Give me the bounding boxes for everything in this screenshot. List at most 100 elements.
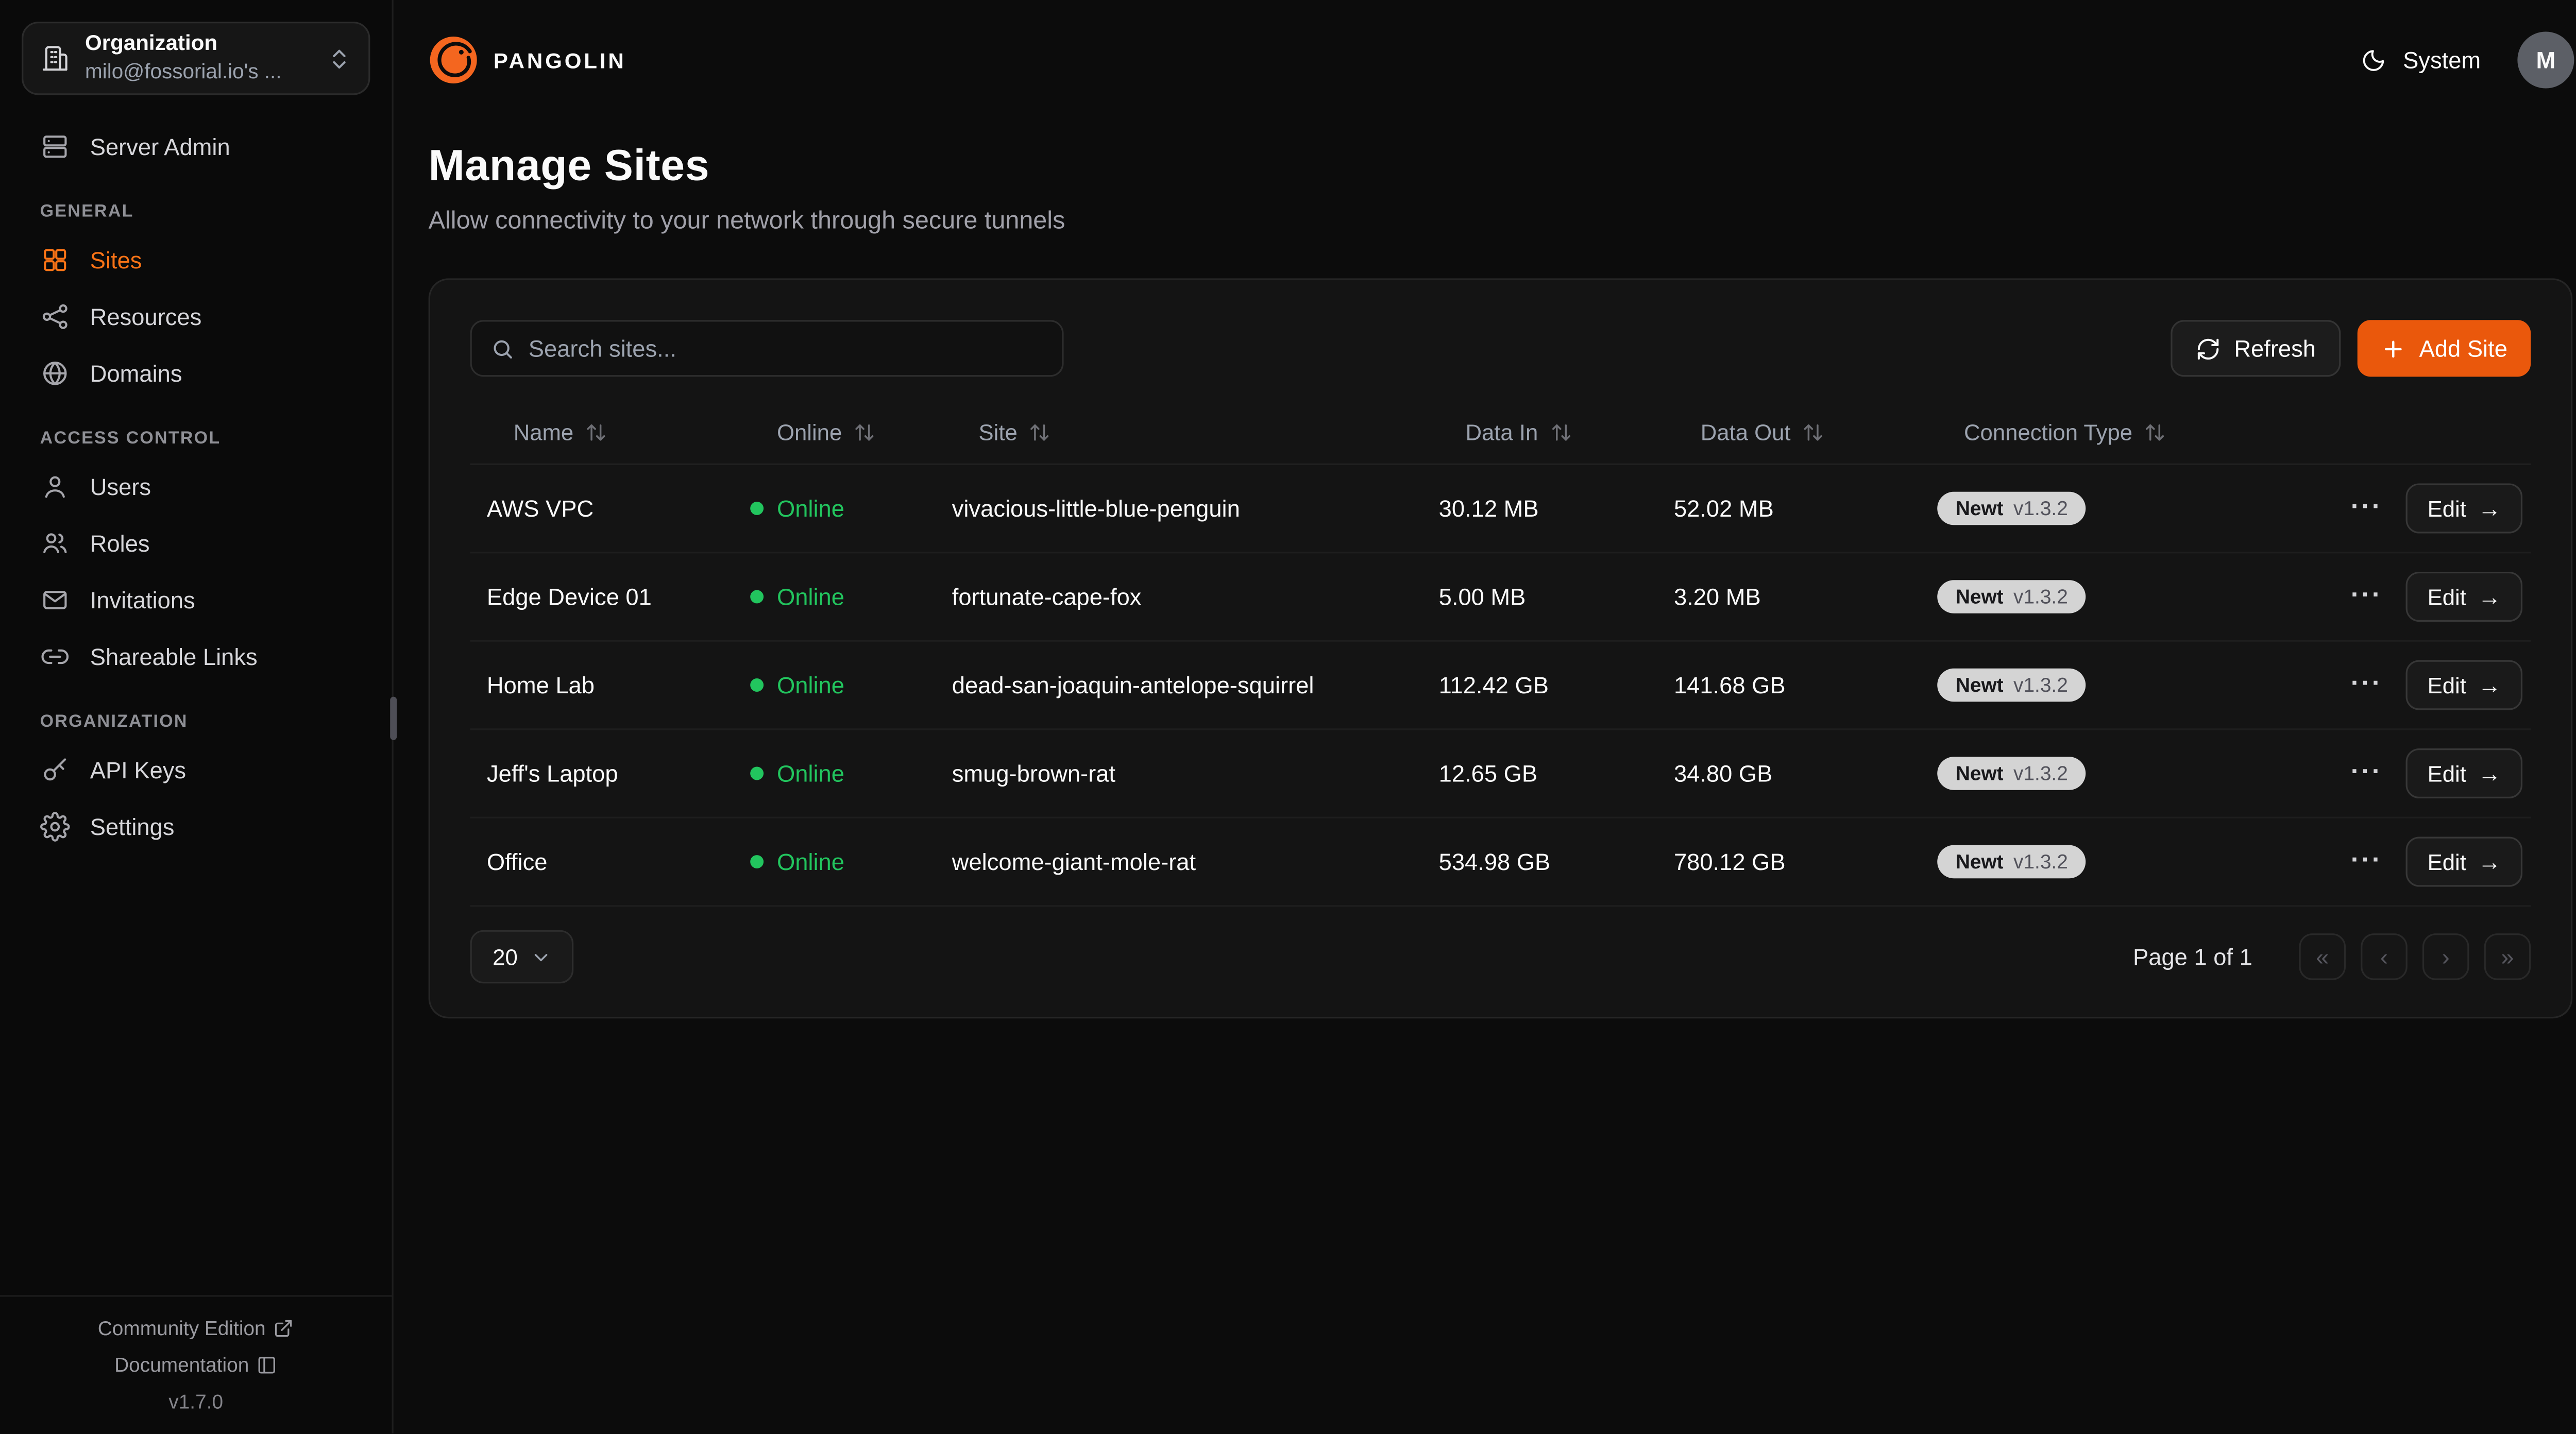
link-icon	[40, 642, 70, 672]
first-page-button[interactable]: «	[2299, 933, 2346, 980]
sidebar-item-roles[interactable]: Roles	[22, 515, 370, 572]
page-title: Manage Sites	[428, 140, 710, 190]
edit-button[interactable]: Edit →	[2405, 836, 2523, 887]
sidebar-item-users[interactable]: Users	[22, 458, 370, 515]
column-header-site[interactable]: Site	[935, 420, 1422, 445]
data-in-cell: 30.12 MB	[1438, 495, 1539, 522]
theme-label: System	[2403, 46, 2481, 74]
edit-label: Edit	[2427, 584, 2466, 609]
sidebar-item-api-keys[interactable]: API Keys	[22, 742, 370, 798]
table-row: Edge Device 01 Online fortunate-cape-fox…	[470, 553, 2531, 642]
data-in-cell: 112.42 GB	[1438, 672, 1549, 698]
edit-button[interactable]: Edit →	[2405, 571, 2523, 622]
globe-icon	[40, 358, 70, 388]
status-cell: Online	[734, 672, 936, 698]
pager-buttons: « ‹ › »	[2299, 933, 2531, 980]
key-icon	[40, 755, 70, 785]
site-slug-cell: welcome-giant-mole-rat	[952, 848, 1196, 875]
row-actions-cell: ··· Edit →	[2334, 571, 2536, 622]
sidebar-resize-handle[interactable]	[390, 696, 397, 740]
edit-button[interactable]: Edit →	[2405, 483, 2523, 534]
edit-label: Edit	[2427, 496, 2466, 521]
card-toolbar: Refresh Add Site	[470, 320, 2531, 377]
column-header-connection-type[interactable]: Connection Type	[1921, 420, 2334, 445]
edit-button[interactable]: Edit →	[2405, 748, 2523, 799]
community-edition-link[interactable]: Community Edition	[98, 1317, 294, 1340]
sort-icon	[854, 422, 875, 443]
add-site-button[interactable]: Add Site	[2357, 320, 2531, 377]
sidebar-item-invitations[interactable]: Invitations	[22, 572, 370, 628]
connection-name: Newt	[1955, 497, 2004, 520]
arrow-right-icon: →	[2478, 583, 2501, 610]
sidebar-item-sites[interactable]: Sites	[22, 232, 370, 288]
page-size-select[interactable]: 20	[470, 930, 574, 984]
column-header-data-out[interactable]: Data Out	[1657, 420, 1921, 445]
data-out-cell: 34.80 GB	[1673, 760, 1773, 787]
sort-icon	[1029, 422, 1050, 443]
sidebar-item-label: Invitations	[90, 587, 195, 613]
sidebar-item-resources[interactable]: Resources	[22, 288, 370, 345]
connection-type-cell: Newt v1.3.2	[1921, 757, 2334, 790]
table-header: Name Online Site Data In	[470, 402, 2531, 465]
table-row: AWS VPC Online vivacious-little-blue-pen…	[470, 465, 2531, 554]
row-actions-cell: ··· Edit →	[2334, 660, 2536, 710]
site-slug-cell: vivacious-little-blue-penguin	[952, 495, 1240, 522]
connection-version: v1.3.2	[2013, 673, 2068, 697]
column-header-data-in[interactable]: Data In	[1422, 420, 1657, 445]
edit-button[interactable]: Edit →	[2405, 660, 2523, 710]
online-dot	[750, 766, 764, 780]
sidebar-item-label: Domains	[90, 360, 182, 387]
online-dot	[750, 855, 764, 868]
last-page-button[interactable]: »	[2484, 933, 2531, 980]
table-row: Office Online welcome-giant-mole-rat 534…	[470, 818, 2531, 907]
connection-version: v1.3.2	[2013, 497, 2068, 520]
sidebar-item-label: Resources	[90, 303, 202, 330]
server-icon	[40, 132, 70, 162]
sidebar-item-settings[interactable]: Settings	[22, 798, 370, 855]
sidebar-item-server-admin[interactable]: Server Admin	[22, 118, 370, 175]
org-title: Organization	[85, 30, 218, 56]
sidebar-item-shareable-links[interactable]: Shareable Links	[22, 628, 370, 685]
row-menu-button[interactable]: ···	[2350, 582, 2383, 610]
sidebar-item-domains[interactable]: Domains	[22, 345, 370, 402]
status-text: Online	[776, 760, 844, 787]
status-text: Online	[776, 495, 844, 522]
site-name-cell: Jeff's Laptop	[486, 760, 618, 787]
previous-page-button[interactable]: ‹	[2361, 933, 2408, 980]
sidebar-nav: Server Admin GENERAL Sites Resources	[0, 101, 392, 1295]
online-dot	[750, 502, 764, 515]
theme-toggle[interactable]: System	[2361, 46, 2481, 74]
documentation-link[interactable]: Documentation	[114, 1354, 277, 1377]
column-header-name[interactable]: Name	[470, 420, 734, 445]
connection-name: Newt	[1955, 585, 2004, 609]
row-menu-button[interactable]: ···	[2350, 846, 2383, 875]
connection-name: Newt	[1955, 673, 2004, 697]
column-label: Name	[513, 420, 574, 446]
refresh-button[interactable]: Refresh	[2171, 320, 2341, 377]
sidebar-item-label: Users	[90, 473, 151, 500]
user-avatar[interactable]: M	[2517, 31, 2574, 89]
arrow-right-icon: →	[2478, 672, 2501, 698]
search-input[interactable]	[528, 335, 1044, 362]
sidebar-item-label: API Keys	[90, 757, 187, 783]
row-menu-button[interactable]: ···	[2350, 758, 2383, 787]
external-link-icon	[274, 1319, 294, 1339]
brand-name: PANGOLIN	[493, 47, 626, 73]
org-subtitle: milo@fossorial.io's ...	[85, 60, 282, 84]
org-selector[interactable]: Organization milo@fossorial.io's ...	[22, 22, 370, 95]
page-size-value: 20	[493, 944, 518, 969]
next-page-button[interactable]: ›	[2422, 933, 2469, 980]
pangolin-logo-icon	[430, 36, 477, 84]
sidebar-item-label: Server Admin	[90, 133, 230, 160]
row-menu-button[interactable]: ···	[2350, 670, 2383, 698]
edit-label: Edit	[2427, 672, 2466, 698]
search-icon	[490, 336, 515, 361]
status-text: Online	[776, 583, 844, 610]
row-menu-button[interactable]: ···	[2350, 493, 2383, 522]
sidebar-item-label: Roles	[90, 530, 150, 557]
column-header-online[interactable]: Online	[734, 420, 936, 445]
status-text: Online	[776, 848, 844, 875]
page-subtitle: Allow connectivity to your network throu…	[428, 207, 1065, 235]
connection-name: Newt	[1955, 761, 2004, 786]
